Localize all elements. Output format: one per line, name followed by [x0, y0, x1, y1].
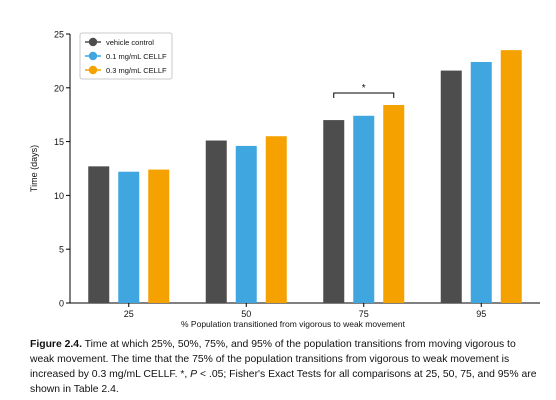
legend-marker [88, 37, 98, 47]
legend-marker [88, 65, 98, 75]
significance-bracket [333, 92, 395, 99]
bar [323, 120, 345, 303]
y-tick-label: 5 [59, 245, 64, 255]
y-tick-label: 15 [54, 137, 64, 147]
x-tick-label: 75 [359, 309, 369, 319]
bar-chart: 0 5 10 15 20 25 Time (days) 25 50 75 95 % Populatio… [29, 30, 540, 329]
y-tick-label: 25 [54, 30, 64, 40]
x-tick-label: 25 [124, 309, 134, 319]
y-tick-label: 20 [54, 83, 64, 93]
bar [383, 105, 405, 304]
y-tick-label: 10 [54, 191, 64, 201]
figure-caption: Figure 2.4. Time at which 25%, 50%, 75%,… [30, 337, 540, 397]
bar [148, 169, 170, 303]
significance-marker: * [362, 83, 366, 94]
bar [470, 61, 492, 304]
bar [118, 171, 140, 303]
x-axis-label: % Population transitioned from vigorous … [181, 319, 406, 329]
y-tick-label: 0 [59, 299, 64, 309]
bar [440, 70, 462, 303]
x-tick-label: 50 [241, 309, 251, 319]
y-axis-label: Time (days) [29, 145, 39, 192]
legend-box [79, 32, 173, 80]
figure-label: Figure 2.4. [30, 339, 82, 350]
legend-label: 0.3 mg/mL CELLF [106, 66, 167, 75]
bar [353, 115, 375, 303]
caption-text-1: Time at which 25%, 50%, 75%, and 95% of … [30, 339, 516, 380]
bar [500, 50, 522, 303]
bar [88, 166, 110, 303]
bar [265, 136, 287, 303]
legend-label: vehicle control [106, 38, 154, 47]
bar [235, 145, 257, 303]
caption-text-2: < .05; Fisher's Exact Tests for all comp… [30, 369, 537, 395]
x-tick-label: 95 [476, 309, 486, 319]
caption-p-symbol: P [190, 369, 198, 380]
legend-marker [88, 51, 98, 61]
bar [205, 140, 227, 303]
legend-label: 0.1 mg/mL CELLF [106, 52, 167, 61]
